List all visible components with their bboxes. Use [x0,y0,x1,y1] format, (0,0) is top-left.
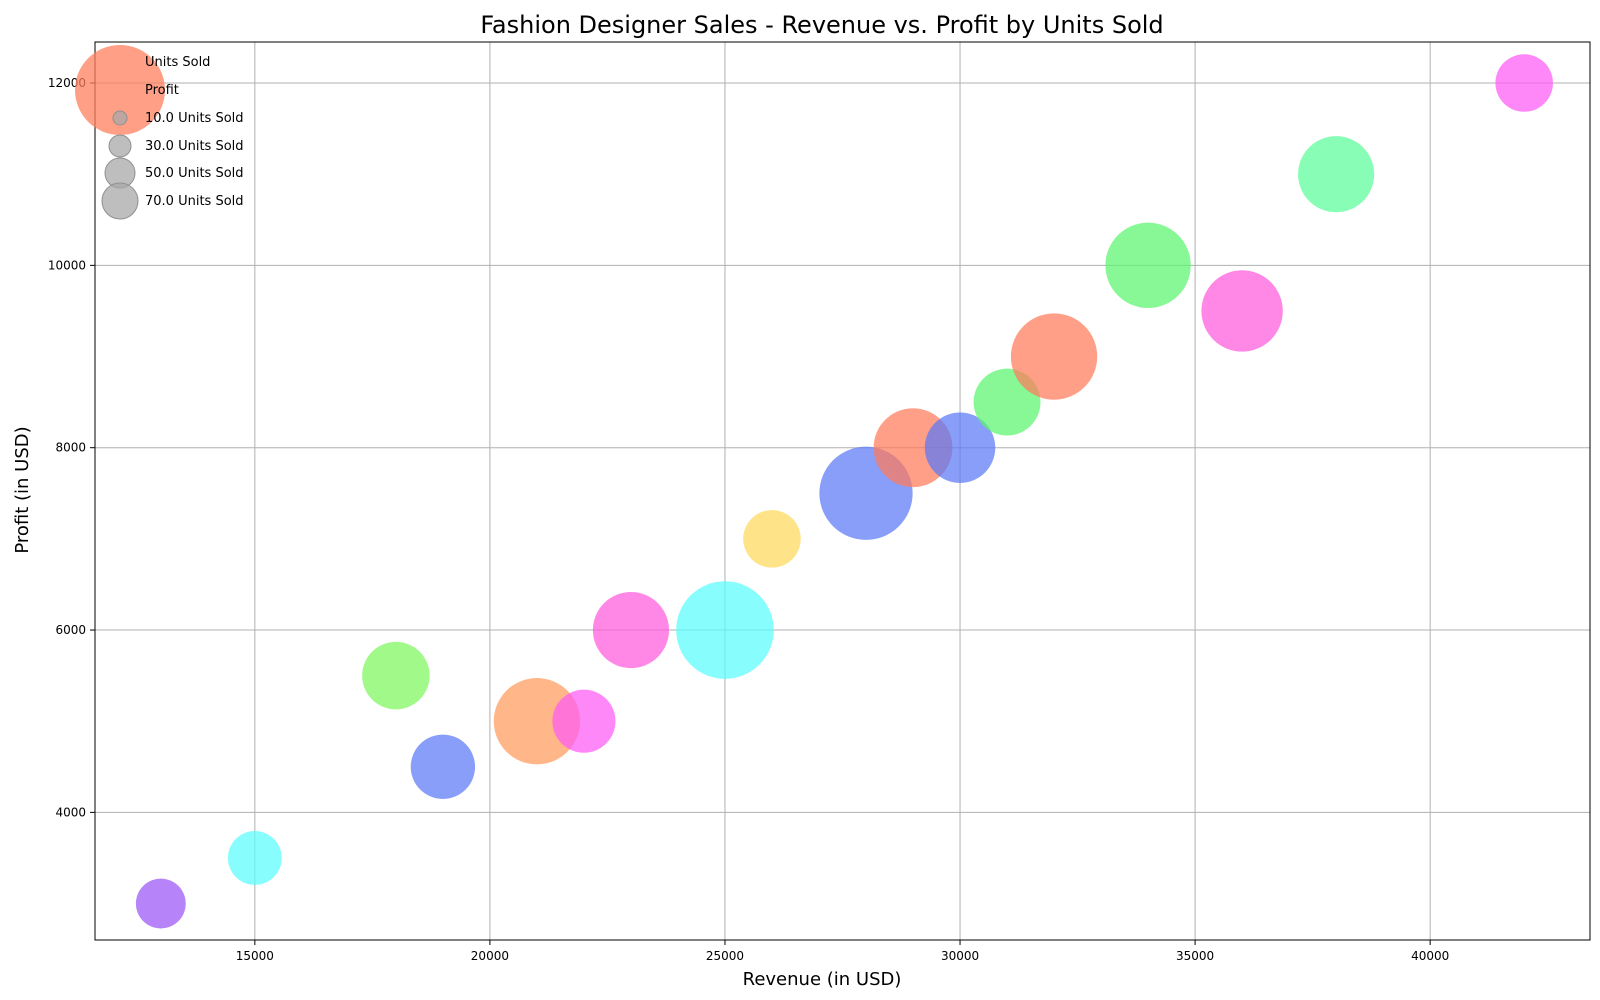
legend-entry-label: 30.0 Units Sold [145,139,244,154]
ticks-layer: 15000 20000 25000 30000 35000 40000 4000 6000 80… [48,76,1449,963]
bubble-point [1105,222,1191,309]
bubble-point [676,581,774,679]
bubble-point [592,591,670,669]
y-tick-label: 4000 [55,805,86,819]
bubble-point [227,831,282,885]
y-tick-label: 8000 [55,441,86,455]
plot-frame [94,41,1591,941]
bubble-point [410,734,476,799]
grid-layer [95,42,1590,940]
bubble-point [1010,313,1098,400]
legend-entry-label: Units Sold [145,55,210,70]
legend-entry-label: 10.0 Units Sold [145,111,244,126]
y-axis-label: Profit (in USD) [12,426,33,553]
x-tick-label: 30000 [941,949,979,963]
x-tick-label: 35000 [1176,949,1214,963]
points-layer [135,54,1553,929]
bubble-point [743,510,801,568]
legend-entry-label: 70.0 Units Sold [145,194,244,209]
legend-entry-label: 50.0 Units Sold [145,166,244,181]
y-tick-label: 6000 [55,623,86,637]
bubble-point [1201,270,1283,352]
legend-size-marker [108,134,132,158]
x-tick-label: 40000 [1411,949,1449,963]
legend-entry-label: Profit [145,83,179,98]
bubble-point [1495,54,1553,112]
bubble-point [493,678,581,765]
chart-title: Fashion Designer Sales - Revenue vs. Pro… [480,11,1163,39]
x-tick-label: 25000 [706,949,744,963]
bubble-point [552,689,616,753]
x-tick-label: 20000 [471,949,509,963]
legend-size-marker [101,182,139,220]
legend-size-marker [112,110,128,126]
bubble-point [1298,136,1375,213]
y-tick-label: 10000 [48,258,86,272]
x-axis-label: Revenue (in USD) [743,969,902,990]
legend-marker [75,45,165,135]
bubble-point [135,878,186,929]
legend: Units Sold Profit 10.0 Units Sold 30.0 Unit… [75,45,244,220]
x-tick-label: 15000 [236,949,274,963]
bubble-point [362,641,430,710]
bubble-point [924,412,996,483]
